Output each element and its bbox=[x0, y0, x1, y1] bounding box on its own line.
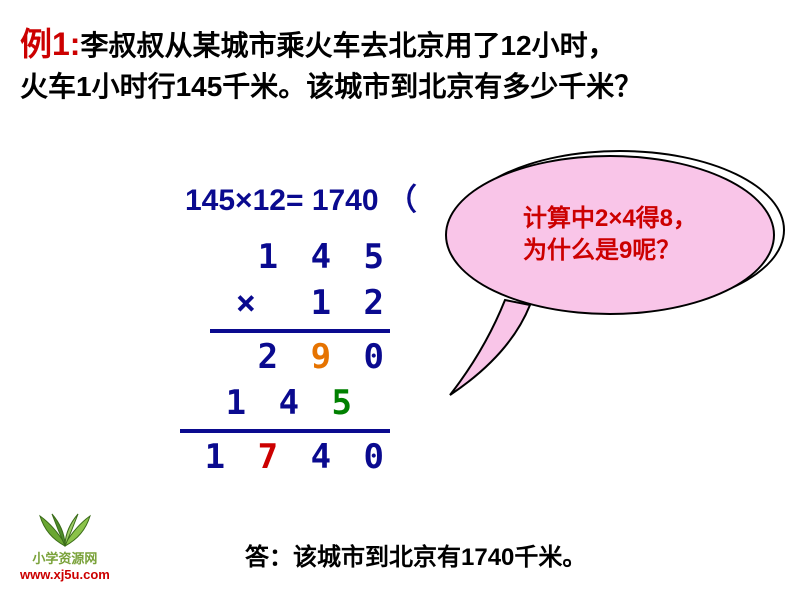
example-label: 例1: bbox=[20, 26, 80, 62]
site-logo: 小学资源网 www.xj5u.com bbox=[20, 508, 110, 582]
vertical-calculation: 1 4 5 × 1 2 2 9 0 1 4 5 1 7 4 0 bbox=[200, 235, 390, 480]
logo-url: www.xj5u.com bbox=[20, 567, 110, 582]
calc-rule-2 bbox=[180, 429, 390, 433]
equation-unit-open: （ bbox=[387, 184, 417, 217]
bubble-content: 计算中2×4得8， 为什么是9呢？ bbox=[523, 203, 697, 268]
mult-sign: × bbox=[236, 281, 256, 327]
horizontal-equation: 145×12= 1740 （ bbox=[185, 175, 417, 219]
speech-bubble: 计算中2×4得8， 为什么是9呢？ bbox=[445, 155, 775, 315]
calc-rule-1 bbox=[210, 329, 390, 333]
leaf-icon bbox=[34, 508, 96, 548]
calc-sum: 1 7 4 0 bbox=[200, 435, 390, 481]
calc-partial-1: 2 9 0 bbox=[200, 335, 390, 381]
calc-partial-2: 1 4 5 bbox=[168, 381, 358, 427]
bubble-line1: 计算中2×4得8， bbox=[523, 205, 697, 232]
calc-multiplier: 1 2 bbox=[284, 281, 390, 327]
problem-line2: 火车1小时行145千米。该城市到北京有多少千米？ bbox=[20, 71, 642, 102]
calc-multiplicand: 1 4 5 bbox=[200, 235, 390, 281]
equation-lhs: 145×12= bbox=[185, 184, 303, 217]
partial2-highlight: 5 bbox=[332, 383, 358, 423]
bubble-line2: 为什么是9呢？ bbox=[523, 237, 680, 264]
sum-highlight: 7 bbox=[258, 437, 284, 477]
calc-multiplier-row: × 1 2 bbox=[200, 281, 390, 327]
equation-result: 1740 bbox=[312, 184, 379, 217]
problem-line1: 李叔叔从某城市乘火车去北京用了12小时， bbox=[80, 30, 615, 61]
partial1-highlight: 9 bbox=[311, 337, 337, 377]
answer-text: 答：该城市到北京有1740千米。 bbox=[245, 537, 586, 572]
problem-statement: 例1:李叔叔从某城市乘火车去北京用了12小时， 火车1小时行145千米。该城市到… bbox=[20, 22, 780, 106]
logo-name: 小学资源网 bbox=[32, 548, 97, 567]
